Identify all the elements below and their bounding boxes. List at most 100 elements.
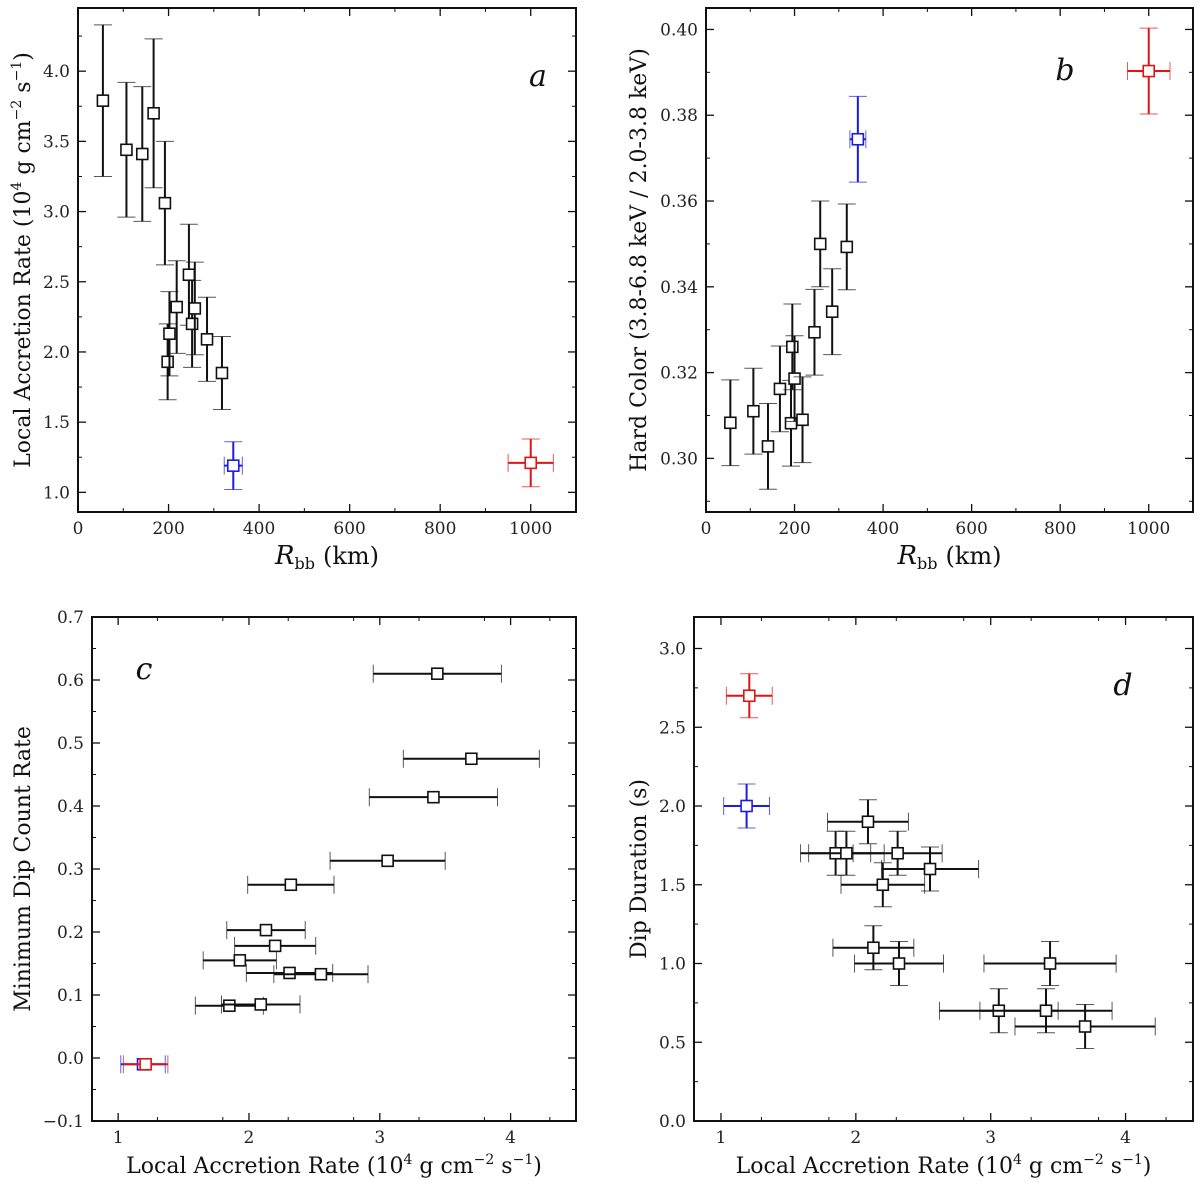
x-tick-label: 1 xyxy=(716,1128,727,1148)
square-marker xyxy=(200,333,214,346)
plot-frame-a xyxy=(77,7,577,513)
x-axis-exponent: −1 xyxy=(513,1152,534,1168)
square-marker xyxy=(788,372,801,385)
x-axis-label: Rbb (km) xyxy=(274,541,379,573)
square-marker xyxy=(161,355,174,369)
x-tick-label: 1000 xyxy=(509,519,552,539)
y-tick-label: 1.0 xyxy=(659,955,686,975)
square-marker xyxy=(861,815,875,829)
data-point-red xyxy=(1126,27,1171,115)
y-tick-label: 0.36 xyxy=(660,192,698,212)
y-axis-text: g cm xyxy=(11,120,36,181)
data-point-black xyxy=(273,965,369,984)
x-axis-unit: (km) xyxy=(946,542,1002,570)
data-point-black xyxy=(247,875,335,894)
square-marker xyxy=(1039,1004,1053,1018)
y-tick-label: 0.7 xyxy=(57,608,84,628)
data-point-black xyxy=(758,402,777,490)
square-marker xyxy=(226,459,240,472)
x-axis-subscript: bb xyxy=(917,554,937,573)
y-tick-label: 4.0 xyxy=(43,62,70,82)
y-axis-label: Hard Color (3.8-6.8 keV / 2.0-3.8 keV) xyxy=(627,48,652,472)
square-marker xyxy=(182,268,196,282)
square-marker xyxy=(851,132,865,146)
data-point-black xyxy=(185,261,204,356)
x-axis-exponent: −2 xyxy=(1083,1152,1104,1168)
y-tick-label: 2.0 xyxy=(659,797,686,817)
y-tick-label: 1.5 xyxy=(659,876,686,896)
square-marker xyxy=(813,237,827,251)
data-point-black xyxy=(221,995,301,1014)
y-axis-text: Dip Duration (s) xyxy=(627,779,652,959)
square-marker xyxy=(431,667,444,681)
data-point-black xyxy=(198,296,217,382)
panel-a: 0 200 400 600 800 1000 1.0 1.5 2.0 2.5 3.0 3.5 4.0 a R… xyxy=(9,7,577,573)
data-point-black xyxy=(1014,1003,1156,1050)
y-tick-label: 3.5 xyxy=(43,132,70,152)
square-marker xyxy=(427,790,440,804)
data-point-blue xyxy=(223,441,243,491)
x-tick-label: 4 xyxy=(505,1128,516,1148)
x-axis-label: Local Accretion Rate (104 g cm−2 s−1) xyxy=(736,1152,1152,1179)
x-tick-label: 600 xyxy=(333,519,365,539)
x-tick-label: 400 xyxy=(867,519,899,539)
data-point-black xyxy=(402,749,540,768)
square-marker xyxy=(170,300,183,314)
x-tick-label: 4 xyxy=(1120,1128,1131,1148)
panel-letter: b xyxy=(1055,53,1074,88)
x-axis-exponent: 4 xyxy=(1013,1152,1022,1168)
x-tick-label: 200 xyxy=(778,519,810,539)
data-point-black xyxy=(880,846,980,892)
data-point-black xyxy=(144,38,163,189)
x-tick-label: 200 xyxy=(152,519,184,539)
y-tick-label: 1.0 xyxy=(43,483,70,503)
data-point-black xyxy=(823,268,842,356)
square-marker xyxy=(740,799,753,813)
y-tick-label: 0.3 xyxy=(57,860,84,880)
square-marker xyxy=(1142,64,1156,78)
y-axis-label: Dip Duration (s) xyxy=(627,779,652,959)
data-point-red xyxy=(507,438,554,488)
panel-letter: d xyxy=(1113,668,1132,703)
square-marker xyxy=(786,340,799,354)
x-tick-label: 3 xyxy=(374,1128,385,1148)
data-point-black xyxy=(167,260,186,354)
square-marker xyxy=(139,1058,152,1071)
x-axis-label: Rbb (km) xyxy=(896,541,1001,573)
panel-c: 1 2 3 4 −0.1 0.0 0.1 0.2 0.3 0.4 0.5 0.6 0.7 c Local A… xyxy=(11,608,577,1179)
data-point-black xyxy=(183,279,202,368)
square-marker xyxy=(233,954,247,967)
x-axis-text: s xyxy=(1104,1154,1122,1179)
square-marker xyxy=(867,941,880,955)
x-axis-subscript: bb xyxy=(295,554,315,573)
data-point-black xyxy=(744,367,763,455)
square-marker xyxy=(891,846,904,860)
square-marker xyxy=(254,998,268,1011)
y-axis-exponent: −2 xyxy=(9,100,25,121)
y-tick-label: 1.5 xyxy=(43,413,70,433)
data-point-black xyxy=(805,288,824,376)
y-tick-label: 0.32 xyxy=(660,364,698,384)
y-tick-label: 0.30 xyxy=(660,449,698,469)
data-point-red xyxy=(725,673,773,719)
x-tick-label: 1 xyxy=(113,1128,124,1148)
y-axis-label: Local Accretion Rate (104 g cm−2 s−1) xyxy=(9,52,36,468)
x-axis-text: Local Accretion Rate (10 xyxy=(126,1154,403,1179)
square-marker xyxy=(524,456,538,470)
y-tick-label: 2.5 xyxy=(659,718,686,738)
square-marker xyxy=(259,923,273,937)
square-marker xyxy=(1043,957,1057,970)
square-marker xyxy=(840,846,853,860)
data-point-black xyxy=(770,345,789,433)
panel-b: 0 200 400 600 800 1000 0.30 0.32 0.34 0.36 0.38 0.4… xyxy=(627,7,1194,573)
y-axis-text: Hard Color (3.8-6.8 keV / 2.0-3.8 keV) xyxy=(627,48,652,472)
y-tick-label: 0.0 xyxy=(57,1049,84,1069)
y-tick-label: 0.0 xyxy=(659,1112,686,1132)
plot-frame-d xyxy=(693,616,1194,1122)
x-axis-exponent: −2 xyxy=(474,1152,495,1168)
panel-letter: a xyxy=(529,59,547,94)
y-tick-label: 0.40 xyxy=(660,20,698,40)
data-point-black xyxy=(368,788,499,807)
square-marker xyxy=(923,862,937,876)
